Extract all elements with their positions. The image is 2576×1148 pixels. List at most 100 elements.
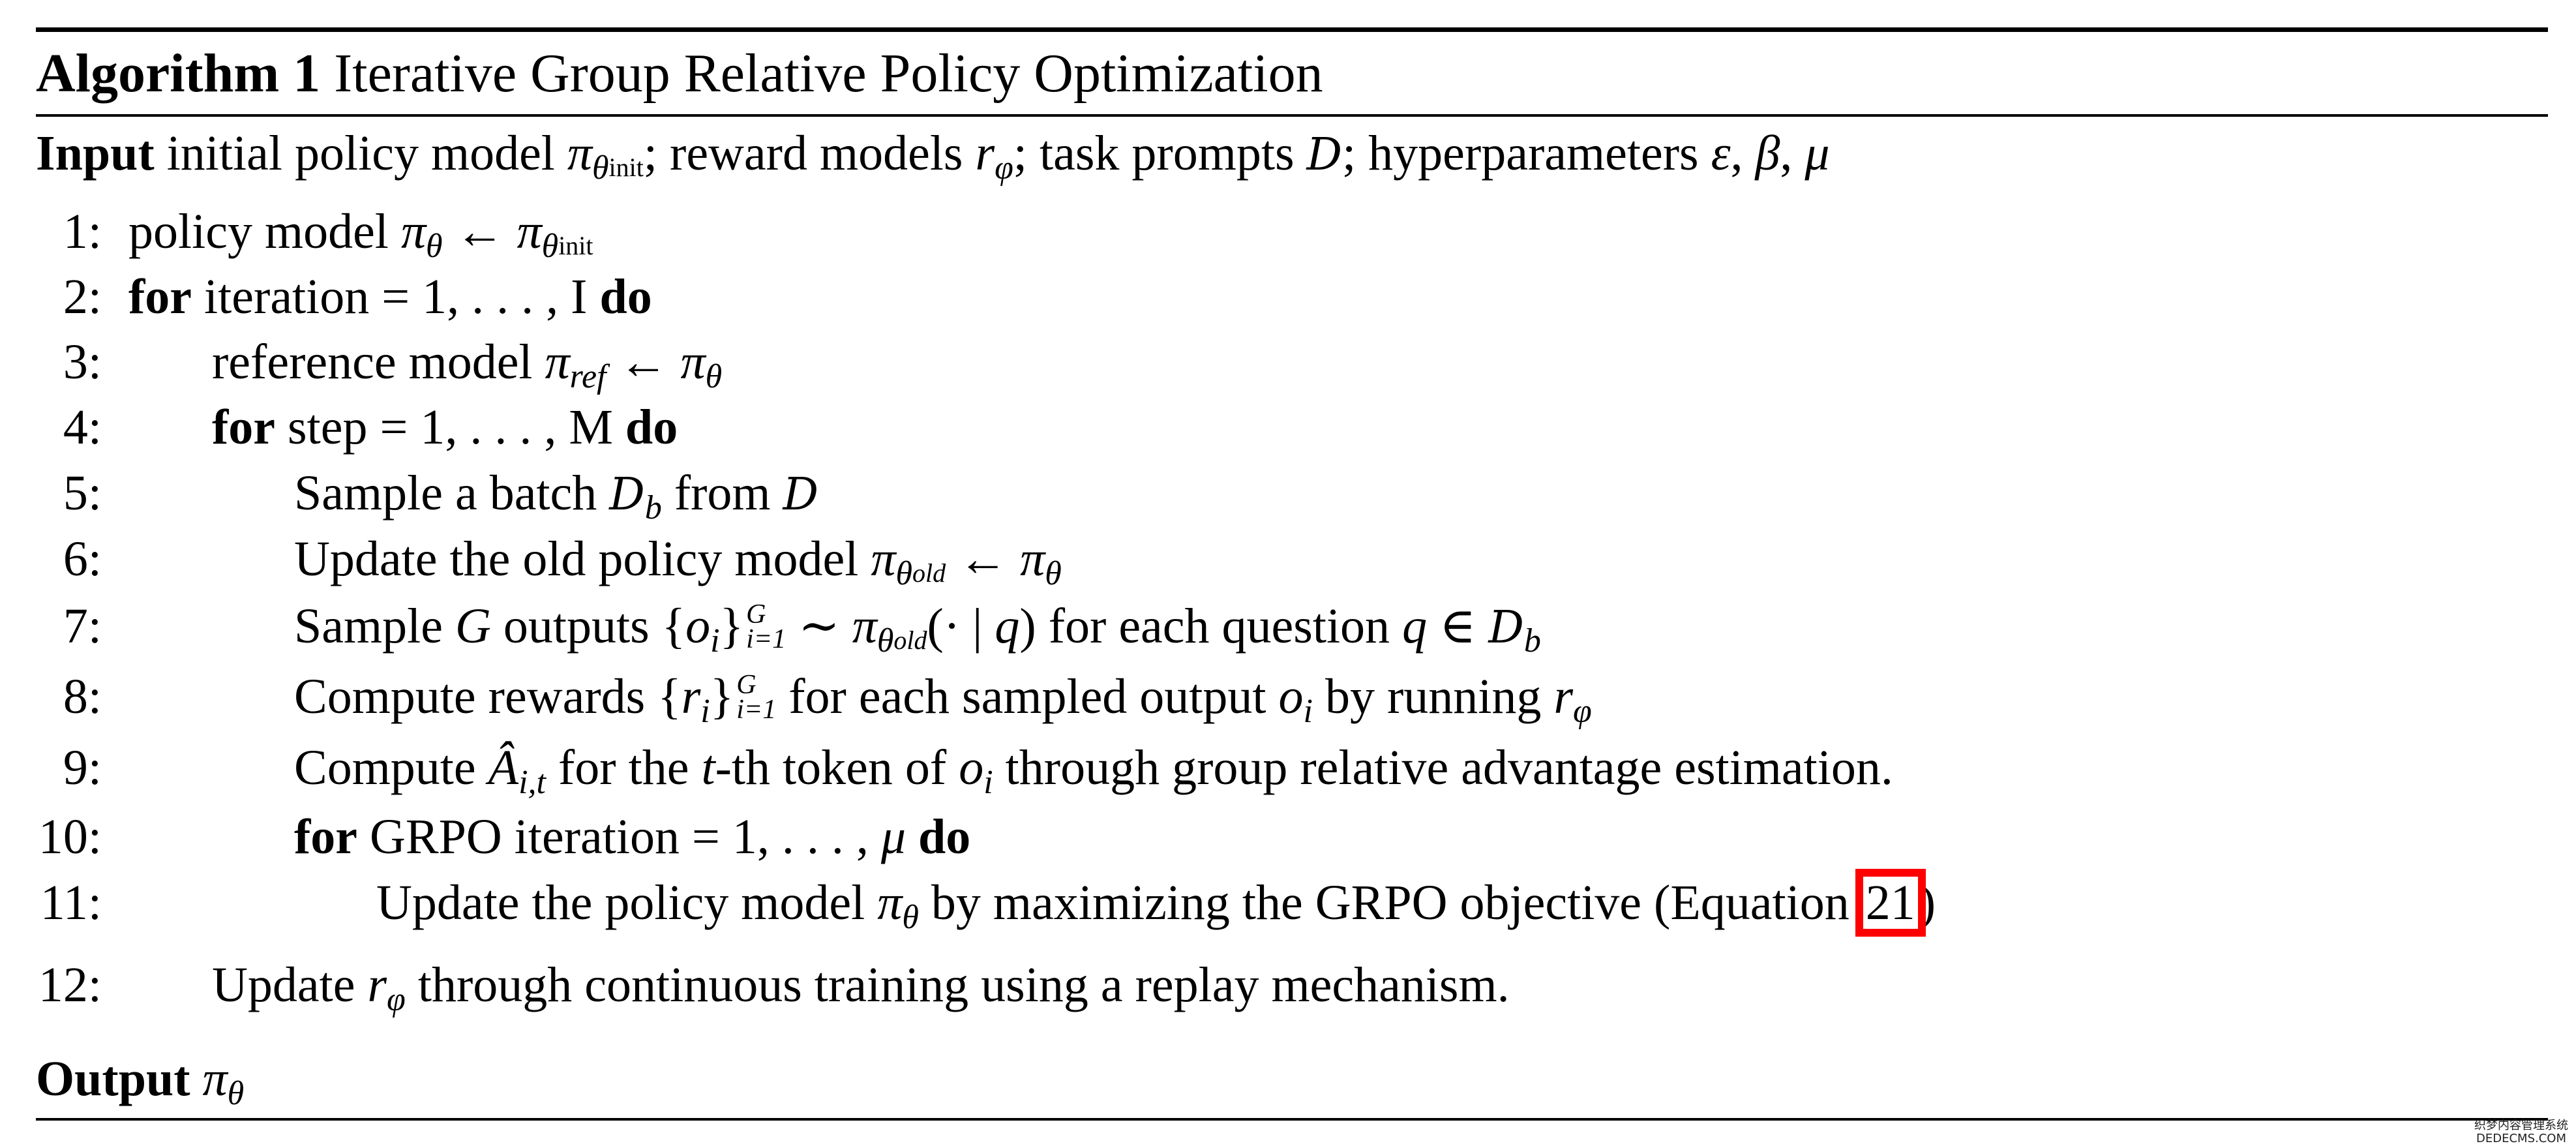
text-segment: by maximizing the GRPO objective (Equati… <box>918 875 1862 930</box>
text-segment: θ <box>592 149 609 187</box>
text-segment: old <box>912 558 946 588</box>
text-segment: φ <box>1573 693 1592 730</box>
line-number: 2: <box>63 269 102 324</box>
text-segment: D <box>1306 129 1343 181</box>
text-segment: θ <box>902 899 919 936</box>
text-segment: o <box>685 599 711 654</box>
text-segment <box>906 809 918 864</box>
text-segment: through group relative advantage estimat… <box>993 740 1893 795</box>
text-segment: θ <box>541 228 559 265</box>
text-segment: Sample <box>294 599 455 654</box>
text-segment: ; hyperparameters <box>1342 126 1711 181</box>
algorithm-label: Algorithm 1 <box>36 43 321 104</box>
text-segment: t <box>701 740 715 795</box>
text-segment: Compute rewards { <box>294 669 681 724</box>
text-segment: φ <box>995 149 1013 187</box>
text-segment: -th token of <box>715 740 959 795</box>
equation-link[interactable]: 21 <box>1855 869 1926 937</box>
text-segment: old <box>893 626 927 655</box>
algorithm-step: for step = 1, . . . , M do <box>212 395 678 460</box>
text-segment: (· | <box>927 599 995 654</box>
text-segment: , <box>1780 126 1805 181</box>
line-number: 10: <box>38 809 102 864</box>
algorithm-step: for GRPO iteration = 1, . . . , μ do <box>294 804 970 869</box>
keyword: for <box>212 400 276 455</box>
line-number: 8: <box>63 669 102 724</box>
text-segment: q <box>995 599 1020 654</box>
bottom-rule <box>36 1118 2548 1121</box>
text-segment: r <box>975 126 995 181</box>
text-segment: GRPO iteration = 1, . . . , <box>357 809 881 864</box>
watermark-line1: 织梦内容管理系统 <box>2474 1119 2568 1132</box>
text-segment: θ <box>227 1075 245 1112</box>
keyword: for <box>294 809 358 864</box>
text-segment: D <box>1488 602 1524 654</box>
text-segment: ) for each question <box>1019 599 1403 654</box>
algorithm-step: policy model πθ ← πθinit <box>128 199 593 264</box>
algorithm-step: Update rφ through continuous training us… <box>212 952 1510 1018</box>
keyword: do <box>625 400 678 455</box>
algorithm-step: reference model πref ← πθ <box>212 329 722 395</box>
text-segment: outputs { <box>490 599 686 654</box>
text-segment: by running <box>1313 669 1554 724</box>
text-segment: for each sampled output <box>776 669 1279 724</box>
text-segment: ← <box>946 532 1021 586</box>
keyword: for <box>128 269 192 324</box>
text-segment: Â <box>488 740 519 795</box>
text-segment: ) <box>1919 875 1936 930</box>
keyword: Output <box>36 1051 190 1106</box>
text-segment: } <box>710 669 734 724</box>
text-segment: Update the old policy model <box>294 532 871 586</box>
algorithm-step: Compute Âi,t for the t-th token of oi th… <box>294 735 1893 800</box>
text-segment: π <box>680 335 706 389</box>
text-segment: o <box>1278 669 1304 724</box>
algorithm-step: Update the policy model πθ by maximizing… <box>376 869 1936 937</box>
line-number: 5: <box>63 466 102 521</box>
text-segment: π <box>871 532 896 586</box>
keyword: do <box>599 269 652 324</box>
line-number: 11: <box>40 875 102 930</box>
text-segment: step = 1, . . . , M <box>275 400 625 455</box>
watermark-line2: DEDECMS.COM <box>2476 1132 2566 1145</box>
text-segment: π <box>852 599 877 654</box>
text-segment: init <box>608 153 644 182</box>
text-segment: π <box>517 204 542 259</box>
text-segment: , <box>1730 126 1756 181</box>
algorithm-title: Algorithm 1 Iterative Group Relative Pol… <box>36 38 1323 110</box>
text-segment: init <box>558 231 593 260</box>
text-segment: policy model <box>128 204 401 259</box>
algorithm-step: Sample a batch Db from D <box>294 461 818 528</box>
superscript: G <box>736 670 756 700</box>
text-segment: π <box>202 1051 228 1106</box>
text-segment: r <box>367 958 387 1012</box>
line-number: 6: <box>63 532 102 586</box>
subscript: i=1 <box>746 624 786 654</box>
text-segment: r <box>1553 669 1574 724</box>
text-segment: ← <box>606 335 681 389</box>
text-segment: o <box>959 740 984 795</box>
algorithm-step: for iteration = 1, . . . , I do <box>128 264 652 329</box>
keyword: do <box>918 809 971 864</box>
text-segment: ; reward models <box>643 126 976 181</box>
text-segment: i <box>1303 693 1313 730</box>
text-segment: π <box>400 204 427 259</box>
text-segment: reference model <box>212 335 545 389</box>
text-segment: π <box>567 126 592 181</box>
text-segment: ∈ <box>1427 599 1489 654</box>
text-segment: initial policy model <box>154 126 567 181</box>
text-segment: through continuous training using a repl… <box>405 958 1510 1012</box>
text-segment: π <box>877 875 903 930</box>
output-line: Output πθ <box>36 1046 244 1111</box>
superscript: G <box>746 599 766 629</box>
keyword: Input <box>36 126 155 181</box>
text-segment: Update <box>212 958 368 1012</box>
text-segment: i <box>983 764 993 801</box>
line-number: 12: <box>38 958 102 1012</box>
text-segment: for the <box>546 740 702 795</box>
line-number: 7: <box>63 599 102 654</box>
text-segment: i,t <box>518 764 546 801</box>
top-rule <box>36 27 2548 32</box>
text-segment: θ <box>426 228 443 265</box>
